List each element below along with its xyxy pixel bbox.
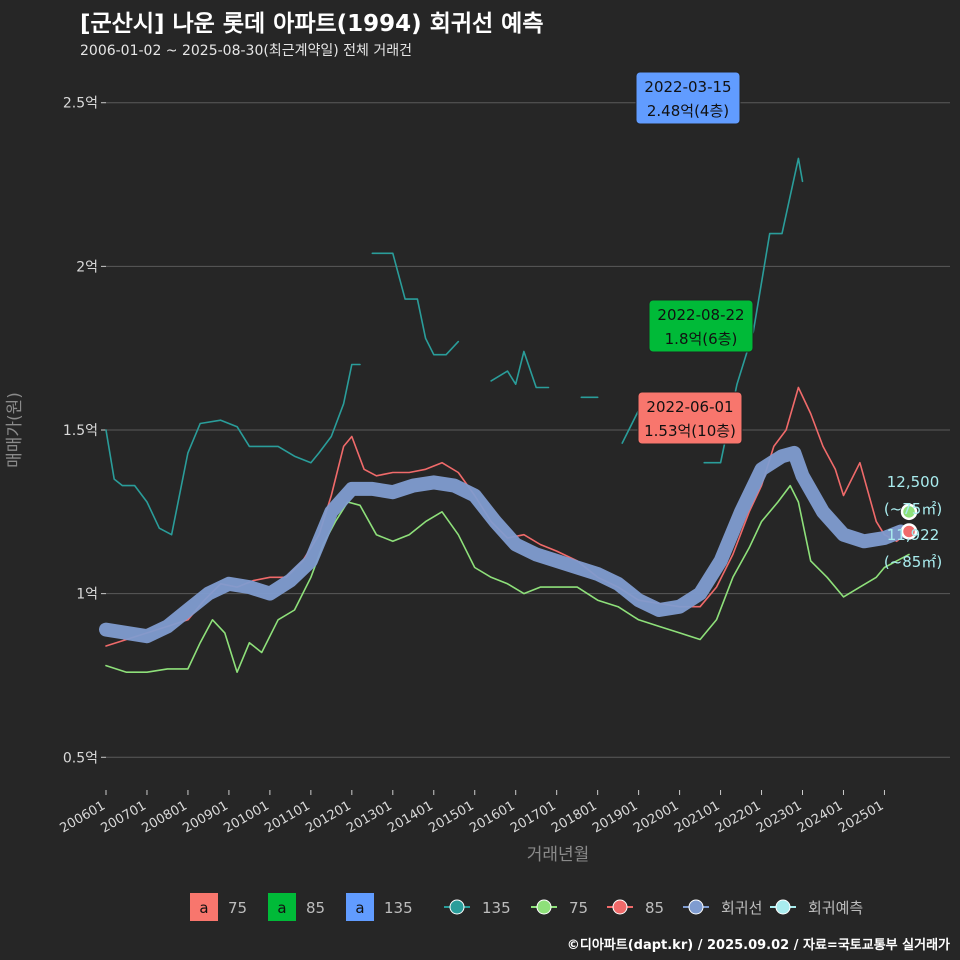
series-line-85 — [105, 386, 906, 647]
x-axis-title: 거래년월 — [527, 845, 590, 865]
x-tick-label: 200601 — [58, 798, 108, 836]
legend-marker-75 — [536, 899, 552, 915]
legend-label-회귀예측: 회귀예측 — [808, 899, 863, 917]
y-tick-label: 2억 — [76, 259, 98, 275]
annotation-value: 1.8억(6층) — [665, 330, 738, 348]
x-tick-label: 201601 — [467, 798, 517, 836]
y-axis-title: 매매가(원) — [5, 392, 25, 468]
annotation-date: 2022-08-22 — [657, 306, 744, 324]
legend-label-회귀선: 회귀선 — [721, 899, 762, 917]
annotation-date: 2022-06-01 — [646, 398, 733, 416]
annotation-date: 2022-03-15 — [644, 78, 731, 96]
x-tick-label: 201801 — [549, 798, 599, 836]
forecast-label-75-area: (~75㎡) — [884, 500, 942, 518]
y-tick-label: 1억 — [76, 587, 98, 603]
legend-marker-135 — [449, 899, 465, 915]
x-tick-label: 202101 — [672, 798, 722, 836]
annotation-value: 2.48억(4층) — [647, 102, 729, 120]
legend-key-135 — [346, 893, 374, 921]
x-tick-label: 201901 — [590, 798, 640, 836]
x-tick-label: 202401 — [795, 798, 845, 836]
chart-subtitle: 2006-01-02 ~ 2025-08-30(최근계약일) 전체 거래건 — [80, 43, 412, 59]
forecast-point-85 — [900, 523, 918, 540]
legend-label-85: 85 — [645, 899, 664, 917]
series-line-regression — [99, 445, 908, 644]
annotation-box-135 — [635, 71, 741, 125]
series-line-135 — [105, 363, 361, 536]
series-line-135 — [371, 252, 460, 356]
x-tick-label: 202001 — [631, 798, 681, 836]
series-line-75 — [105, 484, 910, 674]
x-tick-label: 200901 — [180, 798, 230, 836]
legend-marker-회귀예측 — [775, 899, 791, 915]
legend-label-75: 75 — [569, 899, 588, 917]
annotation-box-85 — [648, 299, 754, 353]
x-tick-label: 200701 — [98, 798, 148, 836]
x-tick-label: 201101 — [262, 798, 312, 836]
chart-title: [군산시] 나운 롯데 아파트(1994) 회귀선 예측 — [80, 11, 544, 37]
x-tick-label: 201001 — [221, 798, 271, 836]
x-tick-label: 201401 — [385, 798, 435, 836]
x-tick-label: 202301 — [754, 798, 804, 836]
legend-label-75: 75 — [228, 899, 247, 917]
chart-caption: ©디아파트(dapt.kr) / 2025.09.02 / 자료=국토교통부 실… — [566, 938, 950, 953]
legend-label-135: 135 — [384, 899, 413, 917]
x-tick-label: 201501 — [426, 798, 476, 836]
series-line-135 — [490, 350, 550, 389]
forecast-label-85-area: (~85㎡) — [884, 553, 942, 571]
legend-key-glyph: a — [277, 899, 286, 917]
legend-marker-85 — [612, 899, 628, 915]
legend-key-glyph: a — [199, 899, 208, 917]
annotation-value: 1.53억(10층) — [644, 422, 736, 440]
x-tick-label: 202501 — [836, 798, 886, 836]
forecast-label-85-value: 11,922 — [887, 526, 940, 544]
x-tick-label: 201301 — [344, 798, 394, 836]
y-tick-label: 1.5억 — [63, 423, 98, 439]
legend-key-85 — [268, 893, 296, 921]
forecast-label-75-value: 12,500 — [887, 473, 940, 491]
x-tick-label: 200801 — [139, 798, 189, 836]
annotation-box-75 — [637, 391, 743, 445]
legend-label-85: 85 — [306, 899, 325, 917]
legend-marker-회귀선 — [688, 899, 704, 915]
forecast-point-75 — [900, 503, 918, 521]
legend-key-75 — [190, 893, 218, 921]
x-tick-label: 201701 — [508, 798, 558, 836]
legend-key-glyph: a — [355, 899, 364, 917]
y-tick-label: 2.5억 — [63, 96, 98, 112]
x-tick-label: 201201 — [303, 798, 353, 836]
x-tick-label: 202201 — [713, 798, 763, 836]
legend-label-135: 135 — [482, 899, 511, 917]
series-line-135 — [703, 157, 804, 464]
y-tick-label: 0.5억 — [63, 750, 98, 766]
